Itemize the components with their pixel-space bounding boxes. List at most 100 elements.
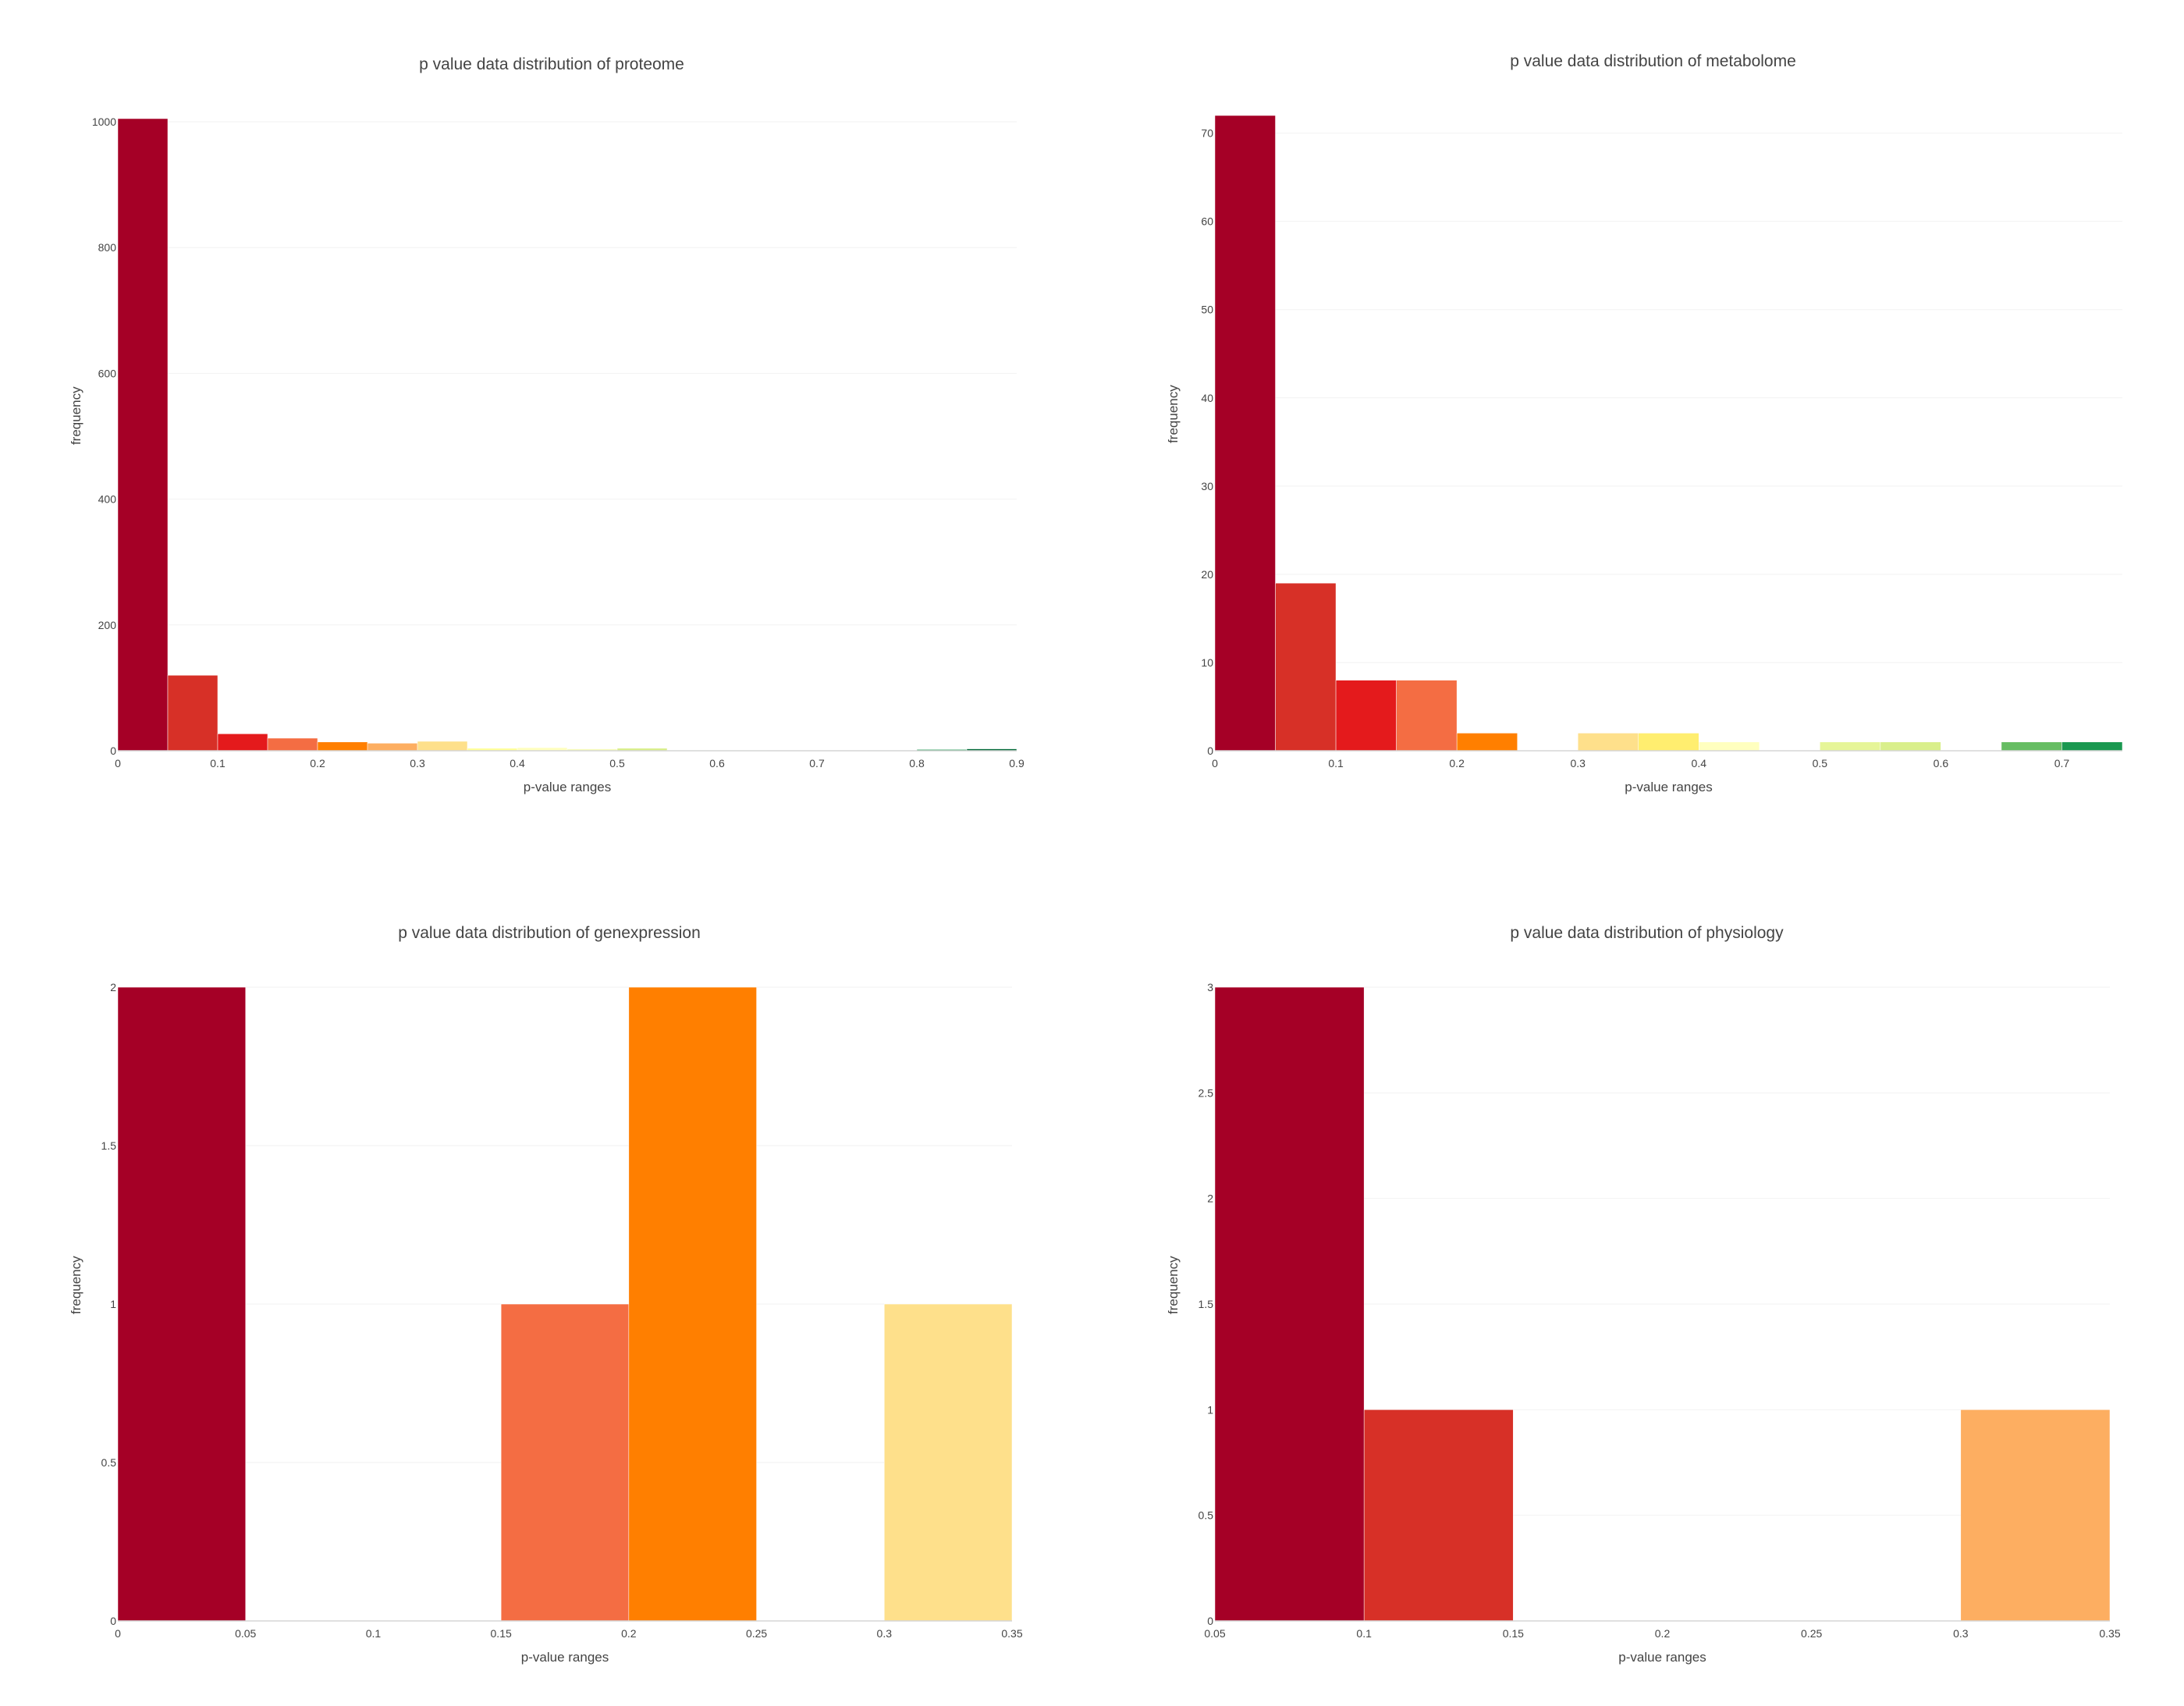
y-tick-label: 800 (98, 241, 117, 254)
x-tick-label: 0.3 (410, 757, 425, 769)
x-tick-label: 0 (115, 1627, 121, 1640)
y-tick-label: 0 (110, 745, 116, 757)
x-tick-label: 0.2 (621, 1627, 637, 1640)
x-tick-label: 0.2 (1655, 1627, 1671, 1640)
x-tick-label: 0.9 (1009, 757, 1025, 769)
y-tick-label: 30 (1201, 480, 1213, 492)
y-tick-label: 0.5 (101, 1456, 117, 1469)
histogram-bar[interactable] (1214, 986, 1365, 1622)
y-tick-label: 40 (1201, 392, 1213, 404)
histogram-bar[interactable] (317, 741, 368, 752)
x-tick-label: 0.7 (809, 757, 825, 769)
histogram-bar[interactable] (1638, 733, 1699, 752)
y-axis-title: frequency (1166, 385, 1181, 443)
histogram-bar[interactable] (1960, 1409, 2111, 1622)
histogram-bar[interactable] (500, 1303, 630, 1622)
histogram-bar[interactable] (1699, 741, 1760, 752)
histogram-bar[interactable] (1214, 115, 1276, 752)
histogram-bar[interactable] (1363, 1409, 1514, 1622)
histogram-bar[interactable] (417, 741, 468, 752)
y-tick-label: 20 (1201, 568, 1213, 581)
x-tick-label: 0.4 (510, 757, 525, 769)
histogram-bar[interactable] (367, 743, 418, 752)
histogram-bar[interactable] (628, 986, 757, 1622)
histogram-bar[interactable] (117, 986, 246, 1622)
x-tick-label: 0.4 (1692, 757, 1707, 769)
histogram-bar[interactable] (167, 675, 218, 752)
x-tick-label: 0.1 (366, 1627, 382, 1640)
x-tick-label: 0.1 (1356, 1627, 1372, 1640)
y-tick-label: 200 (98, 619, 117, 631)
histogram-bar[interactable] (1335, 680, 1397, 752)
chart-title: p value data distribution of physiology (1510, 924, 1784, 942)
chart-title: p value data distribution of genexpressi… (398, 924, 701, 942)
y-tick-label: 50 (1201, 304, 1213, 316)
y-tick-label: 3 (1207, 981, 1213, 993)
x-tick-label: 0.15 (1503, 1627, 1524, 1640)
y-axis-title: frequency (69, 1256, 83, 1314)
x-tick-label: 0.05 (235, 1627, 256, 1640)
x-tick-label: 0.2 (1449, 757, 1465, 769)
histogram-bar[interactable] (1820, 741, 1881, 752)
histogram-bar[interactable] (2001, 741, 2062, 752)
x-tick-label: 0.05 (1204, 1627, 1225, 1640)
histogram-bar[interactable] (217, 733, 268, 752)
histogram-bar[interactable] (2061, 741, 2123, 752)
x-tick-label: 0.6 (709, 757, 725, 769)
x-axis-title: p-value ranges (1625, 780, 1712, 794)
x-axis-title: p-value ranges (524, 780, 611, 794)
y-tick-label: 400 (98, 493, 117, 506)
y-tick-label: 60 (1201, 215, 1213, 228)
x-tick-label: 0.35 (1001, 1627, 1022, 1640)
y-tick-label: 1.5 (101, 1139, 117, 1152)
x-tick-label: 0.15 (491, 1627, 512, 1640)
y-tick-label: 0 (1207, 1615, 1213, 1627)
metabolome-histogram: 0 0.1 0.2 0.3 0.4 0.5 0.6 0.7 0 10 20 30 40 50 60 70 p v… (1166, 52, 2123, 794)
x-tick-label: 0.3 (1570, 757, 1586, 769)
y-tick-label: 1000 (92, 116, 116, 128)
x-tick-label: 0.8 (909, 757, 925, 769)
x-tick-label: 0.25 (1801, 1627, 1822, 1640)
y-tick-label: 2 (110, 981, 116, 993)
x-tick-label: 0 (115, 757, 121, 769)
y-tick-label: 0 (110, 1615, 116, 1627)
x-tick-label: 0.7 (2054, 757, 2070, 769)
chart-title: p value data distribution of proteome (419, 55, 684, 73)
chart-title: p value data distribution of metabolome (1510, 52, 1796, 70)
histogram-bar[interactable] (1275, 582, 1337, 752)
physiology-histogram: 0.05 0.1 0.15 0.2 0.25 0.3 0.35 0 0.5 1 1.5 2 2.5 3 p … (1166, 924, 2121, 1665)
x-tick-label: 0.5 (609, 757, 625, 769)
histogram-bar[interactable] (884, 1303, 1013, 1622)
x-tick-label: 0 (1212, 757, 1218, 769)
histogram-bar[interactable] (267, 737, 318, 752)
genexpression-histogram: 0 0.05 0.1 0.15 0.2 0.25 0.3 0.35 0 0.5 1 1.5 2 p val… (69, 924, 1023, 1665)
histogram-bar[interactable] (1456, 733, 1518, 752)
x-tick-label: 0.1 (1328, 757, 1344, 769)
y-axis-title: frequency (69, 386, 83, 445)
y-tick-label: 600 (98, 367, 117, 379)
y-tick-label: 0.5 (1199, 1509, 1214, 1522)
x-tick-label: 0.5 (1813, 757, 1828, 769)
proteome-histogram: 0 0.1 0.2 0.3 0.4 0.5 0.6 0.7 0.8 0.9 0 200 400 600 80… (69, 55, 1025, 794)
y-tick-label: 1.5 (1199, 1298, 1214, 1310)
x-tick-label: 0.35 (2099, 1627, 2120, 1640)
x-axis-title: p-value ranges (1618, 1650, 1706, 1665)
histogram-bar[interactable] (1577, 733, 1639, 752)
histogram-bar[interactable] (117, 118, 169, 752)
histogram-bar[interactable] (1880, 741, 1941, 752)
x-tick-label: 0.6 (1934, 757, 1949, 769)
x-tick-label: 0.3 (1953, 1627, 1969, 1640)
y-tick-label: 1 (1207, 1403, 1213, 1416)
histogram-bar[interactable] (1396, 680, 1458, 752)
y-tick-label: 2.5 (1199, 1086, 1214, 1099)
y-tick-label: 2 (1207, 1192, 1213, 1205)
y-tick-label: 70 (1201, 127, 1213, 140)
x-tick-label: 0.25 (746, 1627, 767, 1640)
y-axis-title: frequency (1166, 1256, 1181, 1314)
x-axis-title: p-value ranges (521, 1650, 609, 1665)
x-tick-label: 0.2 (310, 757, 325, 769)
x-tick-label: 0.3 (877, 1627, 893, 1640)
x-tick-label: 0.1 (210, 757, 226, 769)
y-tick-label: 0 (1207, 745, 1213, 757)
